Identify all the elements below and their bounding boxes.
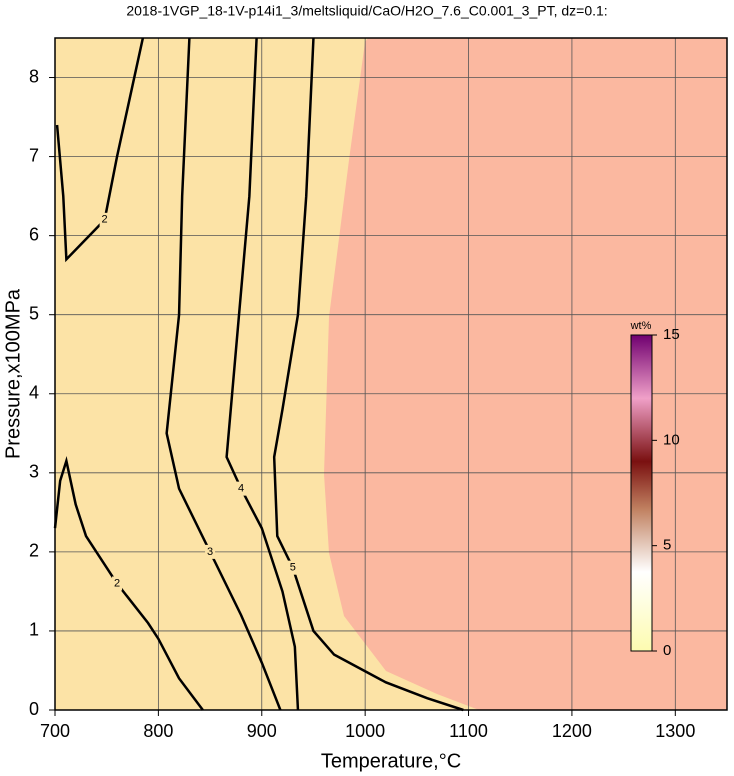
x-tick-label: 800	[143, 721, 173, 741]
colorbar-tick-label: 15	[663, 326, 680, 343]
x-tick-label: 1000	[345, 721, 385, 741]
contour-line	[272, 37, 464, 712]
contour-line	[165, 37, 282, 711]
y-tick-label: 2	[29, 541, 39, 561]
contour-label-bg	[236, 481, 247, 496]
contour-label-bg	[287, 560, 298, 575]
x-tick-label: 900	[247, 721, 277, 741]
colorbar-tick-label: 10	[663, 431, 680, 448]
x-tick-label: 1300	[655, 721, 695, 741]
colorbar-tick-label: 5	[663, 537, 671, 554]
contour-label-bg	[99, 212, 110, 227]
colorbar-label: wt%	[630, 320, 652, 332]
y-tick-label: 7	[29, 145, 39, 165]
contour-label: 5	[290, 562, 296, 574]
x-tick-label: 1200	[552, 721, 592, 741]
contour-label-bg	[112, 576, 123, 591]
x-tick-label: 1100	[449, 721, 488, 741]
colorbar	[630, 334, 653, 652]
colorbar-tick-label: 0	[663, 642, 671, 659]
x-axis-label: Temperature,°C	[321, 750, 461, 772]
y-tick-label: 5	[29, 303, 39, 323]
contour-label: 3	[207, 546, 213, 558]
y-tick-label: 1	[29, 620, 39, 640]
contour-label-bg	[205, 544, 216, 559]
low-region	[55, 38, 479, 710]
y-tick-label: 0	[29, 699, 39, 719]
x-tick-label: 700	[40, 721, 70, 741]
y-axis-label: Pressure,x100MPa	[2, 288, 24, 459]
y-tick-label: 8	[29, 66, 39, 86]
y-tick-label: 4	[29, 383, 39, 403]
y-tick-label: 6	[29, 224, 39, 244]
plot-frame	[54, 37, 728, 711]
contour-label: 2	[102, 214, 108, 226]
chart-title: 2018-1VGP_18-1V-p14i1_3/meltsliquid/CaO/…	[126, 3, 607, 19]
contour-label: 4	[238, 483, 244, 495]
contour-line	[53, 456, 204, 711]
contour-label: 2	[114, 577, 120, 589]
y-tick-label: 3	[29, 462, 39, 482]
